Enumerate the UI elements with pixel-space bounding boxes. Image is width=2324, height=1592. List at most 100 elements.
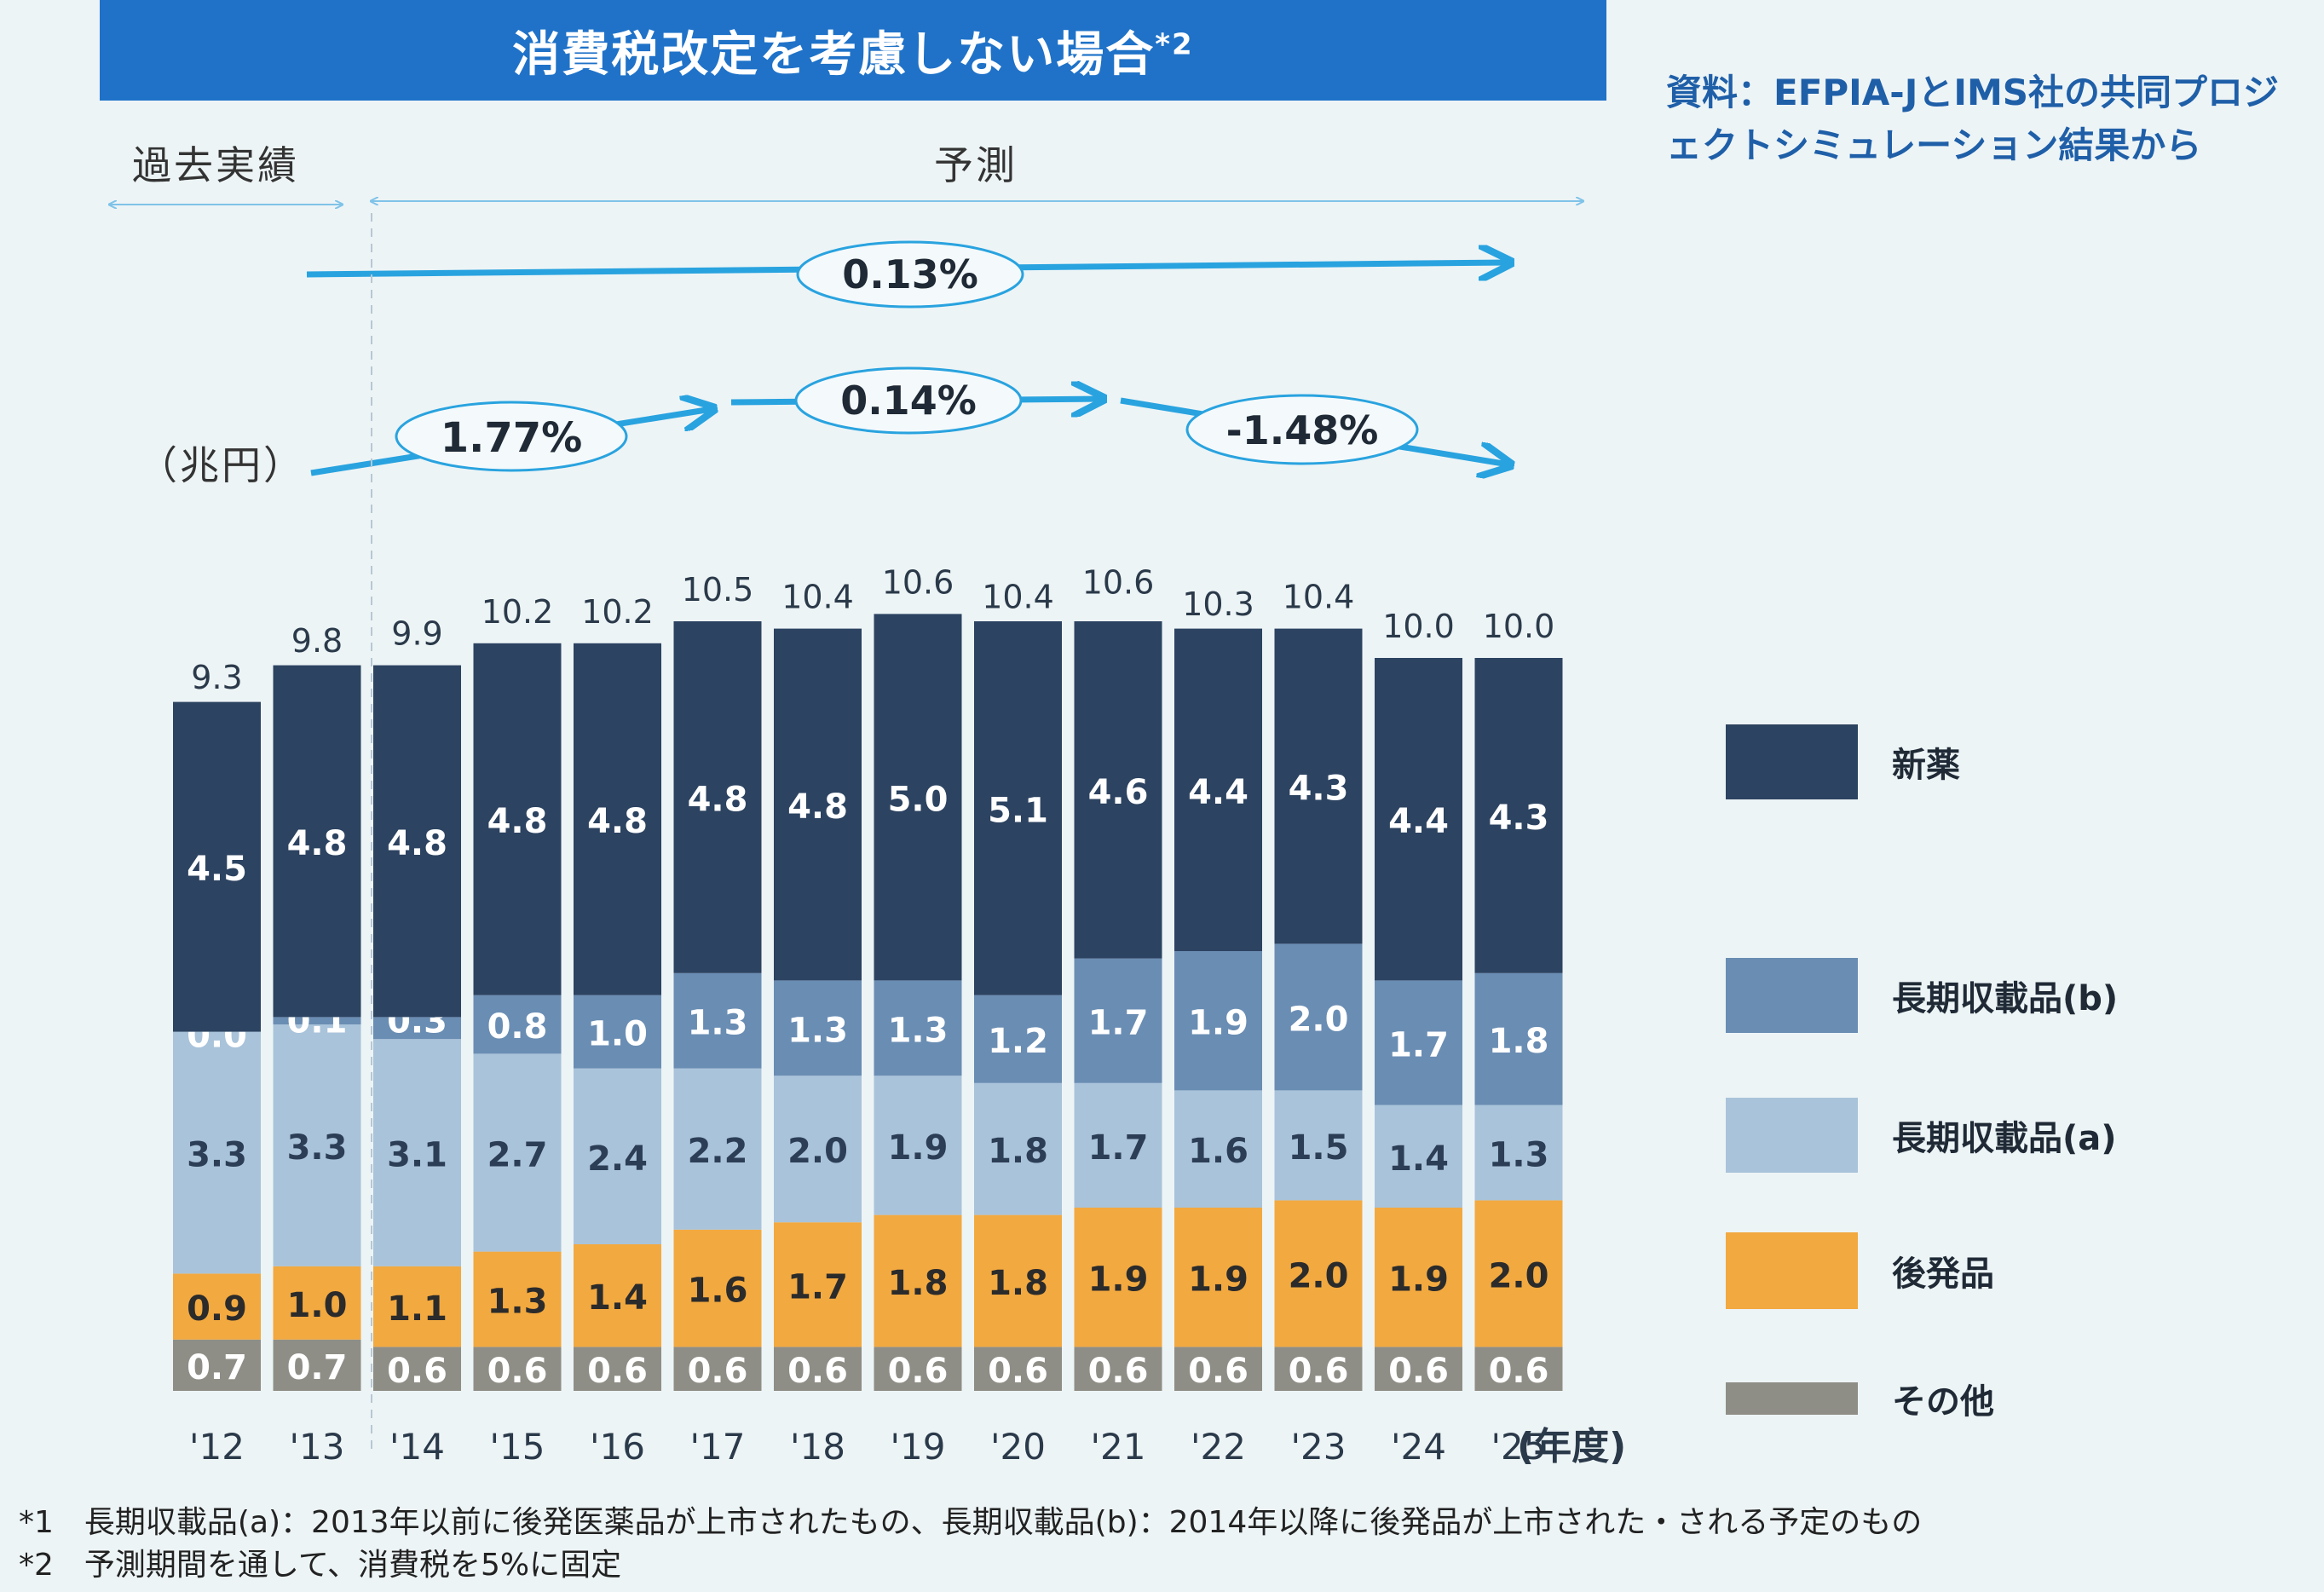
bar-segment-choki-a xyxy=(574,1068,661,1244)
data-label-choki-a: 1.6 xyxy=(1188,1132,1249,1171)
data-label-kohatsu: 1.8 xyxy=(888,1264,949,1303)
data-label-choki-a: 1.8 xyxy=(988,1132,1048,1171)
bar-segment-other xyxy=(173,1339,261,1391)
total-label: 10.5 xyxy=(682,571,754,609)
bar-segment-choki-a xyxy=(673,1068,762,1230)
bar-segment-kohatsu xyxy=(1274,1200,1363,1347)
data-label-shinyaku: 4.5 xyxy=(187,850,247,889)
data-label-other: 0.6 xyxy=(1489,1352,1549,1391)
x-tick-label: '18 xyxy=(790,1426,845,1468)
data-label-choki-a: 1.5 xyxy=(1289,1128,1349,1168)
data-label-choki-b: 0.8 xyxy=(487,1007,548,1047)
data-label-choki-b: 1.3 xyxy=(787,1011,848,1050)
bar-segment-other xyxy=(273,1339,361,1391)
bar-segment-choki-a xyxy=(173,1031,261,1274)
legend-label-kohatsu: 後発品 xyxy=(1892,1255,1994,1294)
phase2-growth-bubble xyxy=(794,366,1023,435)
bar-segment-choki-a xyxy=(473,1053,562,1252)
bar-segment-choki-b xyxy=(473,995,562,1054)
data-label-kohatsu: 2.0 xyxy=(1289,1256,1349,1295)
data-label-choki-b: 1.2 xyxy=(988,1022,1048,1061)
bar-segment-choki-a xyxy=(974,1082,1062,1215)
data-label-other: 0.6 xyxy=(1188,1352,1249,1391)
bar-segment-choki-b xyxy=(1074,958,1162,1083)
bar-segment-shinyaku xyxy=(574,643,661,995)
x-tick-label: '25 xyxy=(1491,1426,1547,1468)
bars-group: 0.70.93.30.04.59.3'120.71.03.30.14.89.8'… xyxy=(173,563,1563,1468)
bar-segment-choki-a xyxy=(373,1039,461,1266)
total-label: 10.2 xyxy=(482,593,554,631)
data-label-choki-a: 1.3 xyxy=(1489,1136,1549,1175)
data-label-other: 0.6 xyxy=(1088,1352,1149,1391)
data-label-shinyaku: 4.4 xyxy=(1188,773,1249,812)
data-label-choki-a: 2.2 xyxy=(688,1132,748,1171)
data-label-other: 0.6 xyxy=(387,1352,447,1391)
bar-segment-kohatsu xyxy=(974,1214,1062,1347)
x-tick-label: '13 xyxy=(290,1426,345,1468)
data-label-choki-b: 1.3 xyxy=(688,1004,748,1043)
data-label-other: 0.6 xyxy=(787,1352,848,1391)
bar-segment-choki-b xyxy=(774,980,862,1076)
x-tick-label: '17 xyxy=(690,1426,746,1468)
bar-segment-other xyxy=(373,1347,461,1391)
bar-segment-other xyxy=(574,1347,661,1391)
bar-segment-choki-a xyxy=(273,1024,361,1266)
bar-segment-shinyaku xyxy=(974,621,1062,995)
legend-item-choki-b: 長期収載品(b) xyxy=(1726,958,2118,1033)
data-label-choki-a: 2.4 xyxy=(587,1139,648,1179)
footnotes: *1 長期収載品(a)：2013年以前に後発医薬品が上市されたもの、長期収載品(… xyxy=(19,1502,1922,1587)
data-label-choki-a: 2.7 xyxy=(487,1136,548,1175)
data-label-kohatsu: 1.8 xyxy=(988,1264,1048,1303)
unit-label: （兆円） xyxy=(138,442,305,488)
total-label: 9.3 xyxy=(191,659,242,696)
source-note: 資料：EFPIA-JとIMS社の共同プロジェクトシミュレーション結果から xyxy=(1666,72,2280,166)
data-label-other: 0.6 xyxy=(587,1352,648,1391)
x-tick-label: '19 xyxy=(891,1426,946,1468)
data-label-shinyaku: 4.3 xyxy=(1289,770,1349,809)
bar-segment-kohatsu xyxy=(774,1222,862,1347)
bar-segment-choki-b xyxy=(373,1017,461,1040)
total-label: 10.0 xyxy=(1382,608,1455,645)
chart-title-banner: 消費税改定を考慮しない場合*2 xyxy=(100,0,1606,101)
bar-segment-kohatsu xyxy=(1474,1200,1563,1347)
data-label-kohatsu: 1.9 xyxy=(1088,1260,1149,1300)
legend-label-choki-b: 長期収載品(b) xyxy=(1892,979,2119,1018)
data-label-kohatsu: 1.9 xyxy=(1388,1260,1449,1300)
x-tick-label: '24 xyxy=(1391,1426,1446,1468)
bar-segment-shinyaku xyxy=(1375,658,1462,981)
bar-segment-shinyaku xyxy=(673,621,762,973)
bar-segment-kohatsu xyxy=(273,1266,361,1340)
bar-segment-shinyaku xyxy=(473,643,562,995)
data-label-other: 0.6 xyxy=(487,1352,548,1391)
bar-segment-shinyaku xyxy=(774,628,862,981)
title-footnote-marker: *2 xyxy=(1155,26,1194,61)
data-label-choki-a: 3.3 xyxy=(287,1128,348,1168)
bar-segment-other xyxy=(473,1347,562,1391)
legend-item-choki-a: 長期収載品(a) xyxy=(1726,1098,2117,1173)
legend-swatch-kohatsu xyxy=(1726,1232,1858,1309)
legend-swatch-choki-b xyxy=(1726,958,1858,1033)
total-label: 9.9 xyxy=(391,615,442,653)
bar-segment-choki-a xyxy=(1074,1082,1162,1208)
total-label: 10.4 xyxy=(982,579,1054,616)
bar-segment-shinyaku xyxy=(273,665,361,1018)
bar-segment-shinyaku xyxy=(1074,621,1162,959)
bar-segment-other xyxy=(1474,1347,1563,1391)
data-label-choki-a: 3.3 xyxy=(187,1136,247,1175)
data-label-choki-b: 1.9 xyxy=(1188,1004,1249,1043)
data-label-other: 0.6 xyxy=(988,1352,1048,1391)
data-label-other: 0.6 xyxy=(688,1352,748,1391)
bar-segment-kohatsu xyxy=(473,1251,562,1347)
data-label-choki-a: 1.9 xyxy=(888,1128,949,1168)
bar-segment-shinyaku xyxy=(1174,628,1262,951)
bar-segment-kohatsu xyxy=(1074,1208,1162,1347)
data-label-choki-b: 1.0 xyxy=(587,1015,648,1054)
data-label-shinyaku: 4.3 xyxy=(1489,799,1549,838)
bar-segment-choki-b xyxy=(574,995,661,1069)
bar-segment-other xyxy=(1174,1347,1262,1391)
data-label-shinyaku: 5.1 xyxy=(988,791,1048,830)
x-tick-label: '23 xyxy=(1291,1426,1347,1468)
period-past-label: 過去実績 xyxy=(132,142,299,188)
data-label-choki-a: 3.1 xyxy=(387,1136,447,1175)
